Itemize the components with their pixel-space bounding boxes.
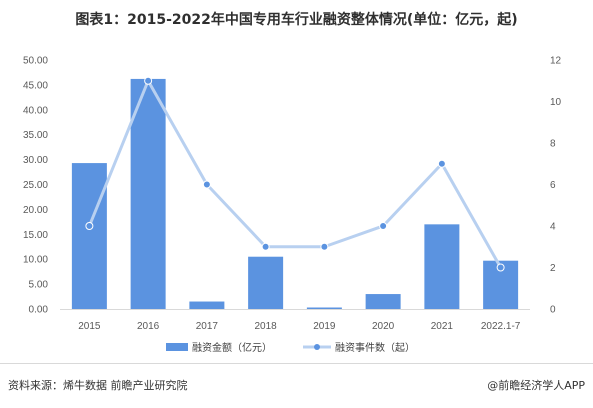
line-point bbox=[261, 242, 270, 251]
line-point bbox=[437, 159, 446, 168]
line-path bbox=[87, 79, 502, 269]
y-left-tick-label: 35.00 bbox=[23, 130, 48, 141]
y-right-tick-label: 12 bbox=[550, 56, 562, 67]
line-point bbox=[379, 222, 388, 230]
line-point bbox=[85, 222, 94, 230]
legend: 融资金额（亿元） 融资事件数（起） bbox=[166, 341, 415, 354]
x-tick-label: 2015 bbox=[78, 321, 101, 332]
x-tick-label: 2017 bbox=[196, 321, 219, 332]
y-left-tick-label: 40.00 bbox=[23, 105, 48, 116]
source-note: 资料来源：烯牛数据 前瞻产业研究院 bbox=[8, 379, 188, 392]
legend-marker-line bbox=[314, 344, 320, 350]
line-point bbox=[496, 263, 505, 272]
x-tick-label: 2022.1-7 bbox=[481, 321, 521, 332]
y-left-tick-label: 5.00 bbox=[29, 280, 49, 291]
y-left-tick-label: 45.00 bbox=[23, 80, 48, 91]
y-left-tick-label: 50.00 bbox=[23, 56, 48, 67]
chart-title: 图表1：2015-2022年中国专用车行业融资整体情况(单位：亿元，起) bbox=[75, 12, 518, 28]
bar bbox=[248, 256, 284, 309]
y-right-tick-label: 8 bbox=[550, 139, 556, 150]
y-right-tick-label: 10 bbox=[550, 97, 562, 108]
y-left-tick-label: 10.00 bbox=[23, 255, 48, 266]
bar bbox=[189, 301, 225, 309]
line-series bbox=[85, 76, 505, 272]
y-right-tick-label: 4 bbox=[550, 222, 556, 233]
y-left-tick-label: 20.00 bbox=[23, 205, 48, 216]
bar-series bbox=[71, 78, 519, 309]
x-tick-label: 2021 bbox=[431, 321, 454, 332]
line-point bbox=[320, 242, 329, 251]
y-right-tick-label: 0 bbox=[550, 305, 556, 316]
bar bbox=[71, 163, 107, 309]
y-left-tick-label: 15.00 bbox=[23, 230, 48, 241]
footer-divider bbox=[0, 363, 593, 364]
legend-swatch-bar bbox=[166, 343, 188, 351]
legend-label-bar: 融资金额（亿元） bbox=[192, 341, 272, 354]
legend-label-line: 融资事件数（起） bbox=[335, 341, 415, 354]
bar bbox=[424, 224, 460, 309]
y-left-tick-label: 25.00 bbox=[23, 180, 48, 191]
x-tick-label: 2018 bbox=[255, 321, 278, 332]
x-tick-label: 2016 bbox=[137, 321, 160, 332]
line-point bbox=[144, 76, 153, 85]
x-tick-label: 2020 bbox=[372, 321, 395, 332]
bar bbox=[365, 294, 401, 309]
y-right-tick-label: 2 bbox=[550, 263, 556, 274]
y-axis-right: 0 2 4 6 8 10 12 bbox=[550, 56, 562, 316]
y-axis-left: 0.00 5.00 10.00 15.00 20.00 25.00 30.00 35.00 40… bbox=[23, 56, 48, 316]
y-left-tick-label: 30.00 bbox=[23, 155, 48, 166]
brand-credit: @前瞻经济学人APP bbox=[487, 379, 585, 392]
x-tick-label: 2019 bbox=[313, 321, 336, 332]
bar bbox=[130, 78, 166, 309]
bar bbox=[306, 307, 342, 309]
x-axis: 2015 2016 2017 2018 2019 2020 2021 2022.1-7 bbox=[60, 309, 530, 332]
y-left-tick-label: 0.00 bbox=[29, 305, 49, 316]
line-point bbox=[202, 180, 211, 189]
y-right-tick-label: 6 bbox=[550, 180, 556, 191]
